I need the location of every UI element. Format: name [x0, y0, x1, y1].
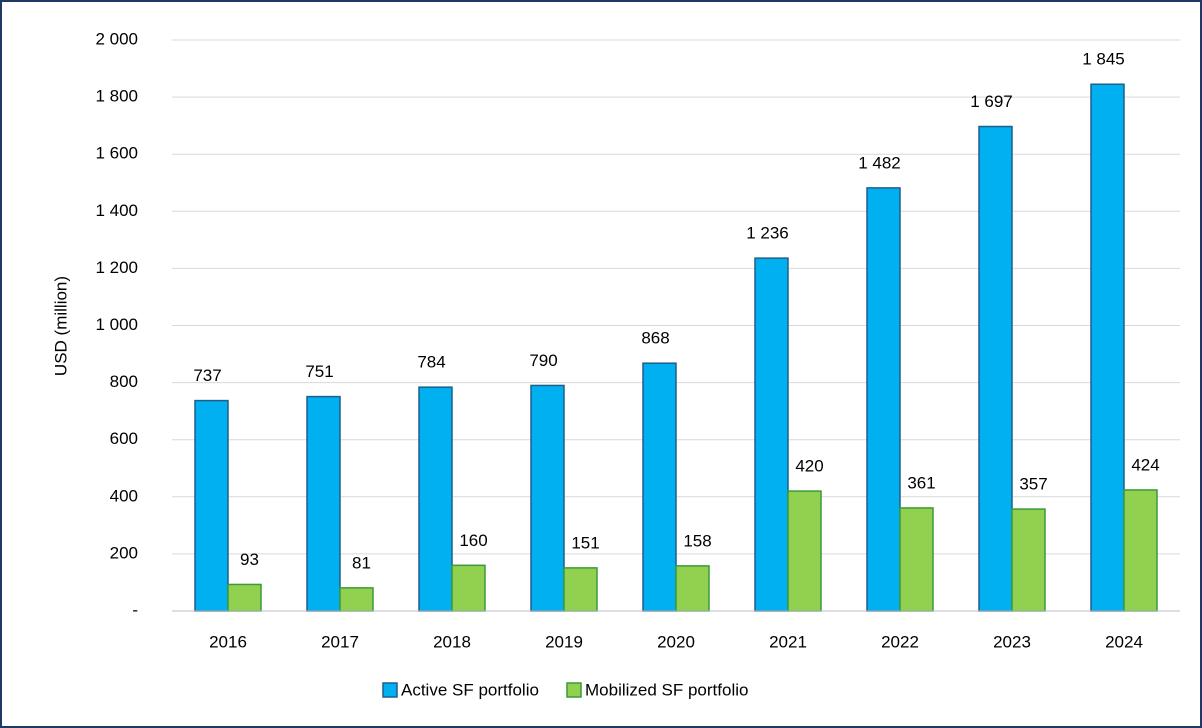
data-label: 361	[907, 473, 935, 492]
x-tick-label: 2016	[209, 632, 247, 651]
bar	[899, 507, 934, 612]
x-tick-label: 2017	[321, 632, 359, 651]
x-tick-label: 2024	[1105, 632, 1143, 651]
bar	[675, 565, 710, 612]
data-label: 420	[795, 457, 823, 476]
data-label: 790	[529, 351, 557, 370]
y-tick-label: 1 000	[95, 315, 138, 334]
data-label: 424	[1131, 455, 1159, 474]
bar	[642, 362, 677, 612]
data-label: 737	[193, 366, 221, 385]
data-label: 93	[240, 550, 259, 569]
y-tick-label: 1 200	[95, 258, 138, 277]
data-label: 1 482	[858, 153, 901, 172]
y-tick-label: 200	[110, 543, 138, 562]
data-label: 868	[641, 329, 669, 348]
x-tick-label: 2021	[769, 632, 807, 651]
bar	[227, 583, 262, 612]
bar	[306, 395, 341, 612]
data-label: 784	[417, 353, 445, 372]
data-label: 158	[683, 531, 711, 550]
bar	[194, 399, 229, 612]
data-label: 81	[352, 553, 371, 572]
bar	[339, 587, 374, 612]
y-tick-label: 1 400	[95, 201, 138, 220]
bar	[754, 257, 789, 612]
bar	[1090, 83, 1125, 612]
data-label: 160	[459, 531, 487, 550]
x-tick-label: 2023	[993, 632, 1031, 651]
y-tick-label: 600	[110, 429, 138, 448]
data-label: 1 697	[970, 92, 1013, 111]
y-tick-label: 400	[110, 486, 138, 505]
data-label: 751	[305, 362, 333, 381]
y-tick-label: 1 600	[95, 144, 138, 163]
legend-swatch	[566, 682, 582, 698]
data-label: 1 236	[746, 224, 789, 243]
x-tick-label: 2020	[657, 632, 695, 651]
bar	[418, 386, 453, 612]
y-tick-label: 1 800	[95, 87, 138, 106]
bar	[978, 125, 1013, 612]
y-tick-label: 2 000	[95, 29, 138, 48]
bar	[563, 567, 598, 612]
bar	[530, 384, 565, 612]
x-tick-label: 2018	[433, 632, 471, 651]
x-tick-label: 2019	[545, 632, 583, 651]
bar	[1011, 508, 1046, 612]
x-tick-label: 2022	[881, 632, 919, 651]
y-axis-title: USD (million)	[51, 276, 70, 376]
bar	[787, 490, 822, 612]
bar	[451, 564, 486, 612]
legend-label: Active SF portfolio	[401, 680, 539, 699]
legend-label: Mobilized SF portfolio	[585, 680, 748, 699]
y-tick-label: 800	[110, 372, 138, 391]
data-label: 357	[1019, 475, 1047, 494]
data-label: 1 845	[1082, 50, 1125, 69]
bar	[866, 187, 901, 612]
legend-swatch	[382, 682, 398, 698]
data-label: 151	[571, 533, 599, 552]
bar	[1123, 489, 1158, 612]
y-tick-label: -	[132, 600, 138, 619]
